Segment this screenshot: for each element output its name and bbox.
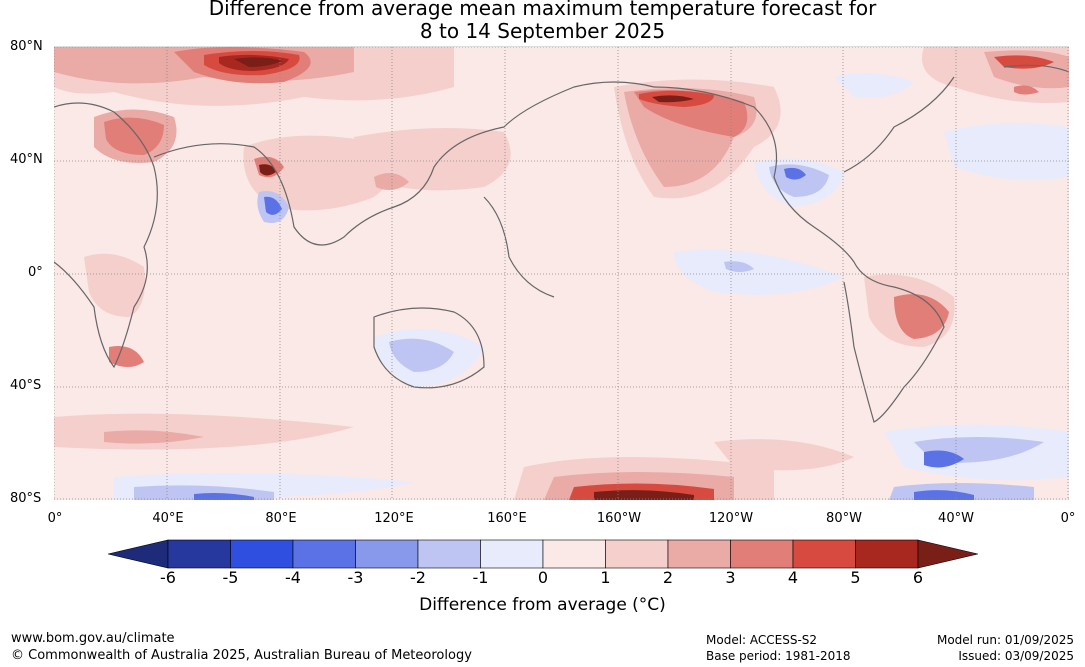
lon-label-40w: 40°W	[938, 511, 974, 526]
colorbar-tick-label: 2	[662, 568, 674, 587]
lon-label-80e: 80°E	[265, 511, 297, 526]
colorbar-high-arrow	[917, 539, 978, 569]
colorbar-tick-label: 5	[850, 568, 861, 587]
colorbar-tick-label: 6	[912, 568, 924, 587]
issued-date: Issued: 03/09/2025	[958, 649, 1074, 663]
copyright-text: © Commonwealth of Australia 2025, Austra…	[11, 648, 472, 663]
colorbar-cell	[605, 539, 669, 569]
model-run-date: Model run: 01/09/2025	[936, 633, 1074, 647]
lon-label-80w: 80°W	[826, 511, 862, 526]
coastlines	[54, 64, 1069, 423]
colorbar-cells	[167, 539, 919, 569]
colorbar-cell	[167, 539, 231, 569]
graticule	[54, 47, 1069, 500]
lon-label-120w: 120°W	[708, 511, 754, 526]
colorbar-tick-label: -1	[472, 568, 489, 587]
lat-label-80n: 80°N	[10, 39, 43, 54]
colorbar-tick-label: -5	[222, 568, 239, 587]
chart-title: Difference from average mean maximum tem…	[0, 0, 1085, 43]
colorbar-cell	[355, 539, 419, 569]
colorbar-tick-label: -4	[285, 568, 301, 587]
lat-label-40s: 40°S	[10, 378, 42, 393]
cool-anomaly-regions	[114, 73, 1069, 500]
model-name: Model: ACCESS-S2	[706, 633, 818, 647]
colorbar-tick-label: 4	[787, 568, 799, 587]
lon-label-40e: 40°E	[152, 511, 184, 526]
lon-label-0-right: 0°	[1060, 511, 1076, 526]
lat-label-80s: 80°S	[10, 491, 42, 506]
colorbar-cell	[417, 539, 481, 569]
colorbar-tick-label: -3	[347, 568, 364, 587]
colorbar-cell	[292, 539, 356, 569]
colorbar-tick-label: -6	[160, 568, 176, 587]
colorbar-tick-label: -2	[410, 568, 426, 587]
anomaly-map	[54, 46, 1069, 500]
colorbar-cell	[730, 539, 794, 569]
title-line-1: Difference from average mean maximum tem…	[208, 0, 877, 20]
colorbar-cell	[855, 539, 919, 569]
colorbar-cell	[480, 539, 544, 569]
lat-label-0: 0°	[28, 265, 43, 280]
colorbar-cell	[230, 539, 294, 569]
colorbar-low-arrow	[108, 539, 169, 569]
base-period: Base period: 1981-2018	[706, 649, 851, 663]
colorbar-tick-label: 3	[725, 568, 736, 587]
map-svg	[54, 47, 1069, 500]
lon-label-160w: 160°W	[596, 511, 642, 526]
lon-label-160e: 160°E	[487, 511, 527, 526]
lon-label-120e: 120°E	[374, 511, 414, 526]
lat-label-40n: 40°N	[10, 152, 43, 167]
colorbar-cell	[542, 539, 606, 569]
colorbar-cell	[667, 539, 731, 569]
colorbar-cell	[792, 539, 856, 569]
colorbar	[108, 539, 978, 569]
lon-label-0-left: 0°	[47, 511, 63, 526]
colorbar-tick-label: 1	[600, 568, 611, 587]
title-line-2: 8 to 14 September 2025	[419, 19, 666, 43]
source-url: www.bom.gov.au/climate	[11, 631, 175, 646]
colorbar-label: Difference from average (°C)	[419, 595, 666, 615]
colorbar-tick-label: 0	[537, 568, 549, 587]
